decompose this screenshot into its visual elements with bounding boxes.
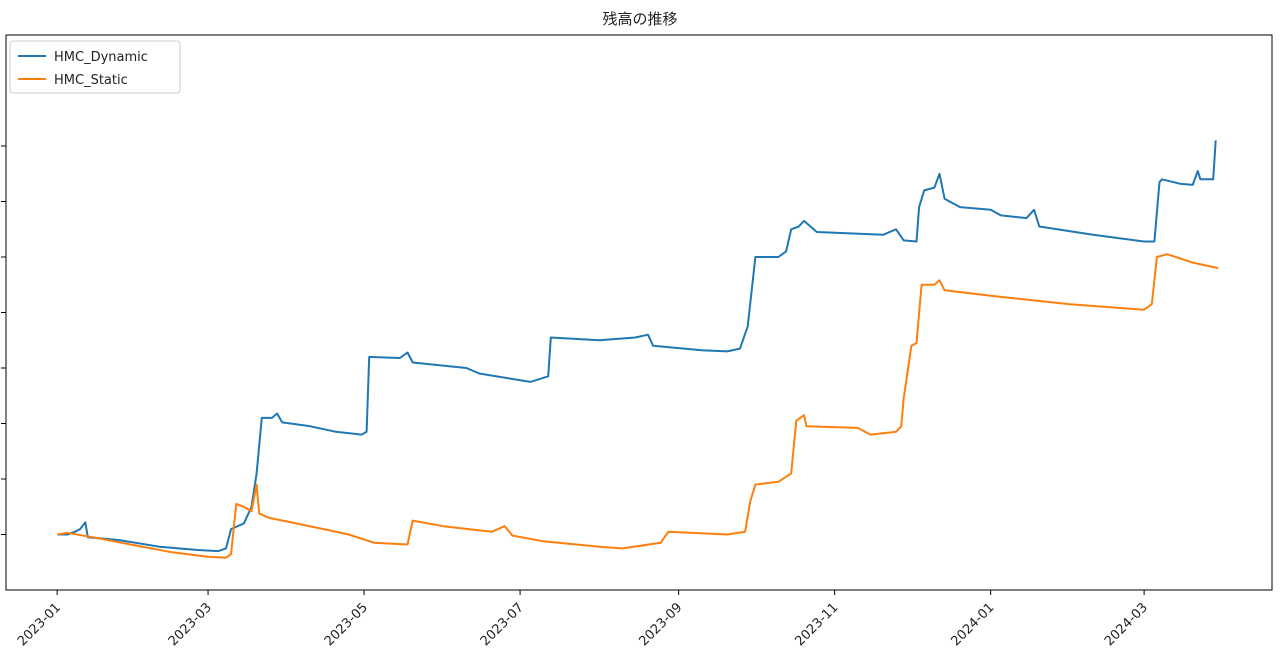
legend: HMC_Dynamic HMC_Static [9, 40, 181, 94]
series-layer [57, 140, 1219, 559]
x-tick-label-0: 2023-01 [15, 600, 64, 649]
x-tick-label-6: 2024-01 [948, 600, 997, 649]
plot-area [5, 34, 1273, 591]
x-axis: 2023-01 2023-03 2023-05 2023-07 2023-09 2023-… [15, 590, 1151, 649]
x-tick-label-7: 2024-03 [1102, 600, 1151, 649]
x-tick-label-4: 2023-09 [636, 600, 685, 649]
y-axis [1, 145, 6, 535]
legend-box [9, 40, 181, 94]
x-tick-label-5: 2023-11 [792, 600, 841, 649]
x-tick-label-1: 2023-03 [166, 600, 215, 649]
series-line-0 [57, 140, 1217, 553]
legend-label-0: HMC_Dynamic [54, 50, 148, 65]
legend-label-1: HMC_Static [54, 73, 128, 88]
x-tick-label-2: 2023-05 [322, 600, 371, 649]
chart-title: 残高の推移 [602, 10, 677, 28]
x-tick-label-3: 2023-07 [478, 600, 527, 649]
series-line-1 [57, 253, 1219, 559]
